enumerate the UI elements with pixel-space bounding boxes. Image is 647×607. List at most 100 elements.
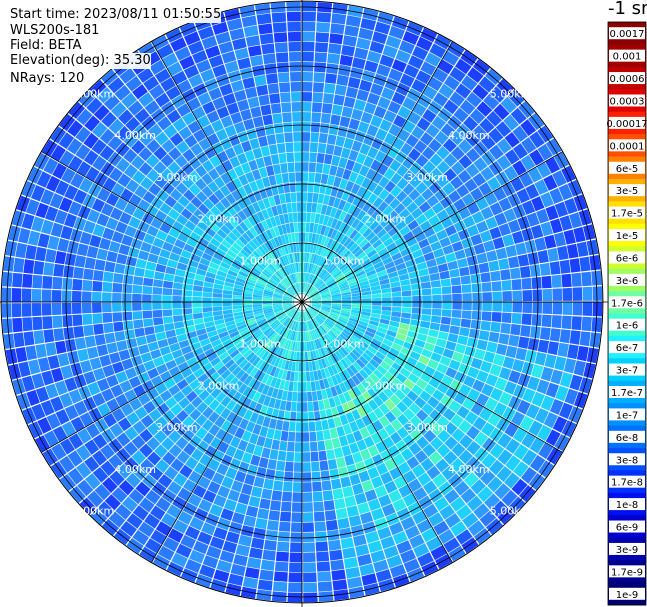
range-gate-cell (322, 298, 332, 301)
range-gate-cell (435, 458, 450, 473)
range-gate-cell (331, 291, 341, 296)
range-gate-cell (331, 297, 342, 301)
range-gate-cell (313, 501, 324, 512)
range-gate-cell (279, 282, 287, 290)
range-gate-cell (207, 181, 219, 193)
range-gate-cell (395, 220, 407, 231)
range-gate-cell (304, 311, 308, 321)
range-gate-cell (361, 479, 374, 492)
range-gate-cell (295, 311, 299, 321)
range-gate-cell (352, 397, 362, 409)
range-gate-cell (333, 447, 344, 459)
range-gate-cell (316, 153, 325, 164)
range-gate-cell (249, 367, 259, 378)
range-gate-cell (197, 115, 211, 129)
range-gate-cell (197, 531, 213, 545)
range-gate-cell (302, 512, 314, 523)
range-gate-cell (360, 311, 371, 317)
range-gate-cell (402, 302, 412, 308)
range-gate-cell (61, 303, 72, 315)
range-gate-cell (513, 461, 529, 478)
range-gate-cell (361, 573, 378, 586)
range-gate-cell (173, 315, 184, 323)
range-gate-cell (307, 242, 312, 253)
range-gate-cell (508, 496, 526, 514)
range-gate-cell (230, 80, 244, 93)
range-gate-cell (396, 426, 409, 439)
range-gate-cell (260, 324, 270, 332)
range-gate-cell (297, 392, 302, 402)
range-gate-cell (378, 578, 395, 592)
range-gate-cell (147, 253, 159, 264)
range-gate-cell (128, 346, 140, 358)
range-gate-cell (317, 267, 324, 277)
range-gate-cell (156, 402, 170, 416)
range-gate-cell (342, 369, 351, 380)
range-gate-cell (145, 333, 157, 344)
range-gate-cell (256, 466, 267, 478)
range-gate-cell (451, 285, 462, 294)
range-gate-cell (435, 255, 447, 266)
range-gate-cell (75, 144, 91, 160)
range-gate-cell (85, 473, 101, 490)
range-gate-cell (174, 46, 191, 61)
range-gate-cell (131, 435, 146, 450)
range-gate-cell (297, 309, 299, 311)
range-gate-cell (202, 292, 213, 298)
range-gate-cell (352, 264, 363, 272)
range-gate-cell (346, 354, 356, 364)
range-gate-cell (369, 253, 380, 262)
range-gate-cell (277, 225, 284, 236)
range-gate-cell (299, 252, 302, 262)
range-gate-cell (220, 261, 231, 270)
range-gate-cell (21, 181, 36, 198)
range-gate-cell (403, 408, 416, 421)
range-gate-cell (327, 53, 341, 65)
range-gate-cell (318, 591, 334, 602)
range-gate-cell (292, 482, 302, 492)
range-gate-cell (126, 412, 140, 426)
range-gate-cell (128, 247, 140, 258)
range-gate-cell (423, 342, 435, 352)
range-gate-cell (323, 226, 331, 237)
range-gate-cell (436, 160, 451, 174)
range-gate-cell (84, 257, 96, 270)
range-gate-cell (213, 527, 228, 540)
range-gate-cell (325, 73, 337, 84)
range-gate-cell (106, 342, 118, 354)
range-gate-cell (216, 517, 231, 531)
range-gate-cell (443, 450, 458, 465)
range-gate-cell (237, 439, 249, 452)
range-gate-cell (390, 316, 401, 323)
range-gate-cell (378, 274, 389, 281)
range-gate-cell (240, 586, 257, 599)
range-gate-cell (233, 258, 243, 267)
range-gate-cell (452, 293, 462, 302)
range-gate-cell (86, 97, 103, 115)
range-gate-cell (273, 571, 288, 582)
range-gate-cell (16, 393, 31, 410)
range-gate-cell (378, 322, 389, 330)
range-gate-cell (87, 490, 104, 508)
range-gate-cell (243, 312, 254, 318)
range-gate-cell (320, 257, 327, 268)
range-gate-cell (305, 293, 307, 295)
range-gate-cell (392, 296, 402, 302)
range-gate-cell (563, 358, 577, 374)
range-gate-cell (429, 272, 440, 282)
range-gate-cell (377, 247, 389, 257)
range-gate-cell (521, 313, 532, 326)
range-gate-cell (581, 271, 592, 287)
range-gate-cell (471, 211, 485, 224)
range-gate-cell (252, 116, 264, 128)
range-gate-cell (339, 314, 350, 320)
range-gate-cell (272, 345, 280, 356)
range-gate-cell (319, 123, 330, 134)
range-gate-cell (263, 269, 273, 277)
range-gate-cell (159, 222, 172, 234)
range-gate-cell (123, 202, 137, 216)
range-gate-cell (414, 396, 427, 409)
range-gate-cell (79, 177, 93, 193)
range-gate-cell (351, 309, 361, 315)
range-gate-cell (354, 329, 364, 337)
